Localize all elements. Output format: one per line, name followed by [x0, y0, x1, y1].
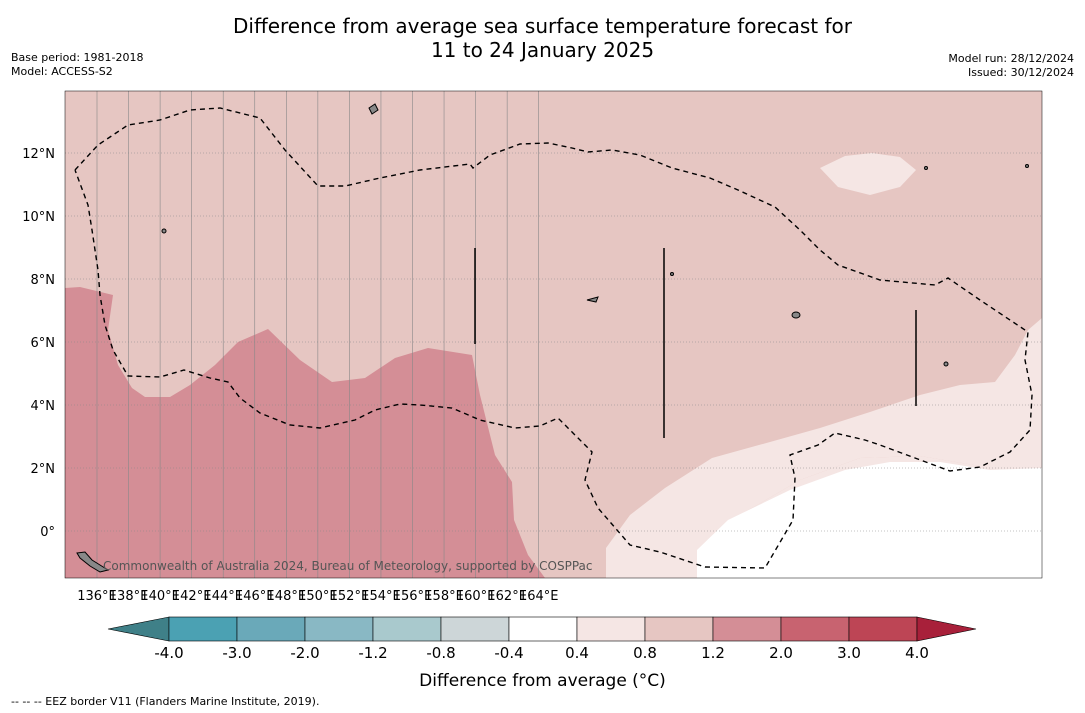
colorbar-extend-low [107, 616, 170, 642]
latitude-label: 2°N [31, 462, 56, 477]
island-small-1 [670, 272, 674, 276]
latitude-label: 4°N [31, 399, 56, 414]
colorbar-segment [712, 616, 782, 642]
colorbar-tick-label: -2.0 [290, 644, 319, 662]
colorbar-tick-label: -4.0 [154, 644, 183, 662]
colorbar [107, 616, 977, 642]
latitude-label: 6°N [31, 336, 56, 351]
island-small-3 [924, 166, 928, 170]
colorbar-segment [576, 616, 646, 642]
island-ulithi [161, 228, 167, 234]
island-pohnpei [791, 311, 801, 319]
colorbar-tick-label: -1.2 [358, 644, 387, 662]
colorbar-tick-label: 0.8 [633, 644, 657, 662]
colorbar-title: Difference from average (°C) [419, 671, 666, 691]
colorbar-tick-label: 0.4 [565, 644, 589, 662]
colorbar-segment [440, 616, 510, 642]
eez-solid-segments [474, 248, 917, 438]
latitude-label: 0° [40, 525, 55, 540]
anomaly-patch-north [820, 153, 916, 195]
latitude-label: 10°N [22, 210, 55, 225]
anomaly-region-neutral [697, 462, 1042, 578]
map-frame [64, 90, 1043, 579]
colorbar-segment [304, 616, 374, 642]
longitude-label: 142°E [172, 589, 212, 604]
longitude-labels: 136°E138°E140°E142°E144°E146°E148°E150°E… [77, 589, 558, 604]
latitude-label: 12°N [22, 147, 55, 162]
model-run: Model run: 28/12/2024 [948, 52, 1074, 65]
colorbar-segment [644, 616, 714, 642]
longitude-label: 164°E [519, 589, 559, 604]
longitude-label: 158°E [424, 589, 464, 604]
colorbar-segment [848, 616, 918, 642]
colorbar-segment [372, 616, 442, 642]
longitude-label: 162°E [487, 589, 527, 604]
island-guam [368, 103, 379, 115]
island-kosrae [943, 361, 949, 367]
colorbar-tick-label: -3.0 [222, 644, 251, 662]
island-small-2 [1025, 164, 1029, 168]
issued-date: Issued: 30/12/2024 [967, 66, 1074, 79]
colorbar-labels: -4.0 -3.0 -2.0 -1.2 -0.8 -0.4 0.4 0.8 1.2 2.0 3.0 4… [154, 644, 929, 662]
sst-anomaly-field [65, 91, 1042, 578]
meta-right: Model run: 28/12/2024 Issued: 30/12/2024 [948, 52, 1074, 80]
eez-footnote: -- -- -- EEZ border V11 (Flanders Marine… [11, 695, 320, 708]
latitude-label: 8°N [31, 273, 56, 288]
island-chuuk [586, 296, 599, 303]
colorbar-segment [168, 616, 238, 642]
longitude-label: 136°E [77, 589, 117, 604]
longitude-label: 140°E [140, 589, 180, 604]
colorbar-tick-label: 3.0 [837, 644, 861, 662]
title-line-2: 11 to 24 January 2025 [430, 38, 655, 62]
longitude-label: 150°E [298, 589, 338, 604]
latitude-labels: 12°N 10°N 8°N 6°N 4°N 2°N 0° [22, 147, 55, 540]
longitude-label: 154°E [361, 589, 401, 604]
island-new-guinea-fragment [76, 551, 110, 573]
eez-borders [74, 107, 1033, 569]
colorbar-segment [780, 616, 850, 642]
longitude-label: 152°E [330, 589, 370, 604]
longitude-label: 156°E [393, 589, 433, 604]
longitude-label: 146°E [235, 589, 275, 604]
eez-border-palau [74, 107, 1033, 569]
longitude-label: 160°E [456, 589, 496, 604]
colorbar-tick-label: 4.0 [905, 644, 929, 662]
longitude-label: 138°E [109, 589, 149, 604]
longitude-label: 148°E [267, 589, 307, 604]
map-title: Difference from average sea surface temp… [0, 14, 1085, 62]
longitude-label: 144°E [203, 589, 243, 604]
title-line-1: Difference from average sea surface temp… [232, 14, 852, 38]
meta-left: Base period: 1981-2018 Model: ACCESS-S2 [11, 51, 143, 79]
colorbar-tick-label: 1.2 [701, 644, 725, 662]
colorbar-segment [508, 616, 578, 642]
model-name: Model: ACCESS-S2 [11, 65, 113, 78]
colorbar-tick-label: -0.8 [426, 644, 455, 662]
base-period: Base period: 1981-2018 [11, 51, 144, 64]
anomaly-region-1.2-2.0 [65, 287, 545, 578]
graticule [65, 91, 1042, 578]
anomaly-region-0.4-0.8-east [606, 318, 1042, 578]
colorbar-extend-high [916, 616, 977, 642]
colorbar-segment [236, 616, 306, 642]
islands [76, 103, 1029, 573]
colorbar-tick-label: -0.4 [494, 644, 523, 662]
map-credit: Commonwealth of Australia 2024, Bureau o… [103, 559, 593, 573]
colorbar-tick-label: 2.0 [769, 644, 793, 662]
